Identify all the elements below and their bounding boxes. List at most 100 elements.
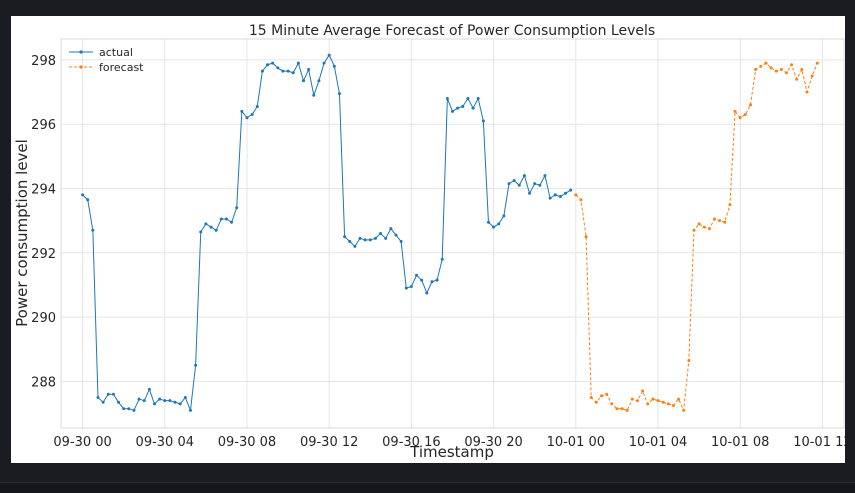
- data-point-forecast: [671, 404, 675, 407]
- data-point-actual: [132, 408, 136, 412]
- x-tick-label: 09-30 00: [53, 435, 111, 450]
- data-point-actual: [296, 61, 300, 65]
- data-point-actual: [461, 105, 465, 109]
- data-point-forecast: [790, 63, 794, 67]
- series-line-forecast: [575, 62, 818, 413]
- data-point-actual: [214, 228, 218, 232]
- data-point-actual: [543, 174, 547, 178]
- chart-figure: 15 Minute Average Forecast of Power Cons…: [11, 16, 852, 463]
- data-point-actual: [343, 235, 347, 239]
- data-point-forecast: [795, 77, 799, 81]
- data-point-actual: [379, 232, 383, 235]
- data-point-actual: [266, 63, 270, 67]
- y-tick-label: 298: [31, 54, 56, 69]
- data-point-actual: [440, 257, 444, 261]
- data-point-actual: [111, 392, 115, 396]
- series-line-actual: [82, 54, 571, 411]
- x-tick-label: 10-01 00: [547, 435, 605, 450]
- data-point-actual: [368, 238, 372, 242]
- data-point-actual: [240, 109, 244, 113]
- data-point-forecast: [651, 397, 655, 401]
- data-point-actual: [260, 69, 264, 73]
- series-actual: [81, 53, 573, 412]
- data-point-actual: [451, 109, 454, 113]
- x-tick-label: 09-30 20: [464, 435, 522, 450]
- data-point-forecast: [733, 109, 737, 113]
- data-point-forecast: [692, 228, 696, 232]
- data-point-actual: [117, 400, 121, 404]
- data-point-actual: [96, 395, 100, 399]
- data-point-forecast: [713, 217, 717, 221]
- data-point-forecast: [784, 71, 788, 75]
- data-point-actual: [404, 286, 408, 290]
- data-point-actual: [435, 278, 439, 282]
- data-point-actual: [255, 105, 259, 109]
- data-point-actual: [332, 64, 336, 68]
- data-point-actual: [502, 214, 506, 218]
- data-point-forecast: [600, 394, 603, 398]
- data-point-actual: [286, 69, 290, 73]
- data-point-forecast: [646, 402, 650, 406]
- data-point-forecast: [656, 399, 660, 403]
- data-point-forecast: [620, 407, 624, 411]
- data-point-actual: [188, 408, 192, 412]
- data-point-forecast: [584, 235, 588, 239]
- data-point-actual: [476, 96, 480, 100]
- data-point-actual: [199, 230, 203, 234]
- data-point-actual: [389, 227, 393, 231]
- data-point-actual: [553, 193, 557, 197]
- x-axis-label: Timestamp: [409, 443, 494, 461]
- data-point-forecast: [769, 66, 773, 70]
- data-point-actual: [158, 397, 162, 401]
- data-point-forecast: [748, 103, 752, 107]
- data-point-actual: [127, 407, 131, 411]
- data-point-actual: [327, 53, 331, 57]
- data-point-actual: [322, 61, 326, 65]
- data-point-forecast: [764, 61, 768, 65]
- legend-marker-actual: [79, 50, 83, 54]
- data-point-forecast: [579, 198, 583, 202]
- data-point-actual: [86, 198, 90, 202]
- data-point-actual: [445, 96, 449, 100]
- data-point-actual: [122, 407, 126, 411]
- data-point-actual: [168, 399, 172, 403]
- data-point-actual: [250, 113, 254, 117]
- data-point-forecast: [774, 69, 778, 73]
- data-point-actual: [507, 182, 511, 186]
- data-point-actual: [471, 106, 475, 110]
- data-point-actual: [178, 402, 182, 406]
- data-point-actual: [209, 225, 213, 229]
- data-point-forecast: [702, 225, 706, 229]
- data-point-actual: [564, 191, 568, 195]
- data-point-actual: [106, 392, 110, 396]
- x-tick-label: 09-30 12: [300, 435, 358, 450]
- data-point-actual: [291, 71, 295, 75]
- y-tick-label: 290: [31, 311, 56, 326]
- data-point-actual: [219, 217, 223, 221]
- data-point-forecast: [723, 220, 727, 224]
- y-tick-label: 296: [31, 118, 56, 133]
- data-point-actual: [517, 183, 521, 187]
- data-point-forecast: [682, 408, 686, 412]
- x-tick-label: 09-30 16: [382, 435, 440, 450]
- x-tick-label: 10-01 04: [629, 435, 687, 450]
- plot-frame: [60, 38, 845, 429]
- series-layer: [81, 53, 819, 413]
- data-point-actual: [425, 291, 429, 295]
- data-point-actual: [183, 395, 187, 399]
- data-point-actual: [230, 220, 234, 224]
- data-point-actual: [173, 400, 177, 404]
- data-point-actual: [101, 400, 105, 404]
- x-tick-label: 10-01 12: [793, 435, 845, 450]
- legend: actual forecast: [69, 46, 144, 74]
- data-point-actual: [492, 225, 496, 229]
- data-point-forecast: [625, 408, 629, 412]
- data-point-actual: [163, 399, 167, 403]
- data-point-actual: [281, 69, 285, 73]
- data-point-actual: [91, 228, 95, 232]
- data-point-actual: [569, 188, 573, 192]
- data-point-forecast: [677, 397, 681, 401]
- data-point-actual: [245, 116, 249, 120]
- legend-item-forecast: forecast: [69, 61, 144, 74]
- data-point-actual: [420, 278, 424, 282]
